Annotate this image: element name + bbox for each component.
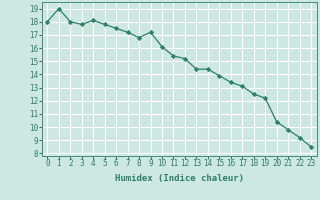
X-axis label: Humidex (Indice chaleur): Humidex (Indice chaleur) bbox=[115, 174, 244, 183]
